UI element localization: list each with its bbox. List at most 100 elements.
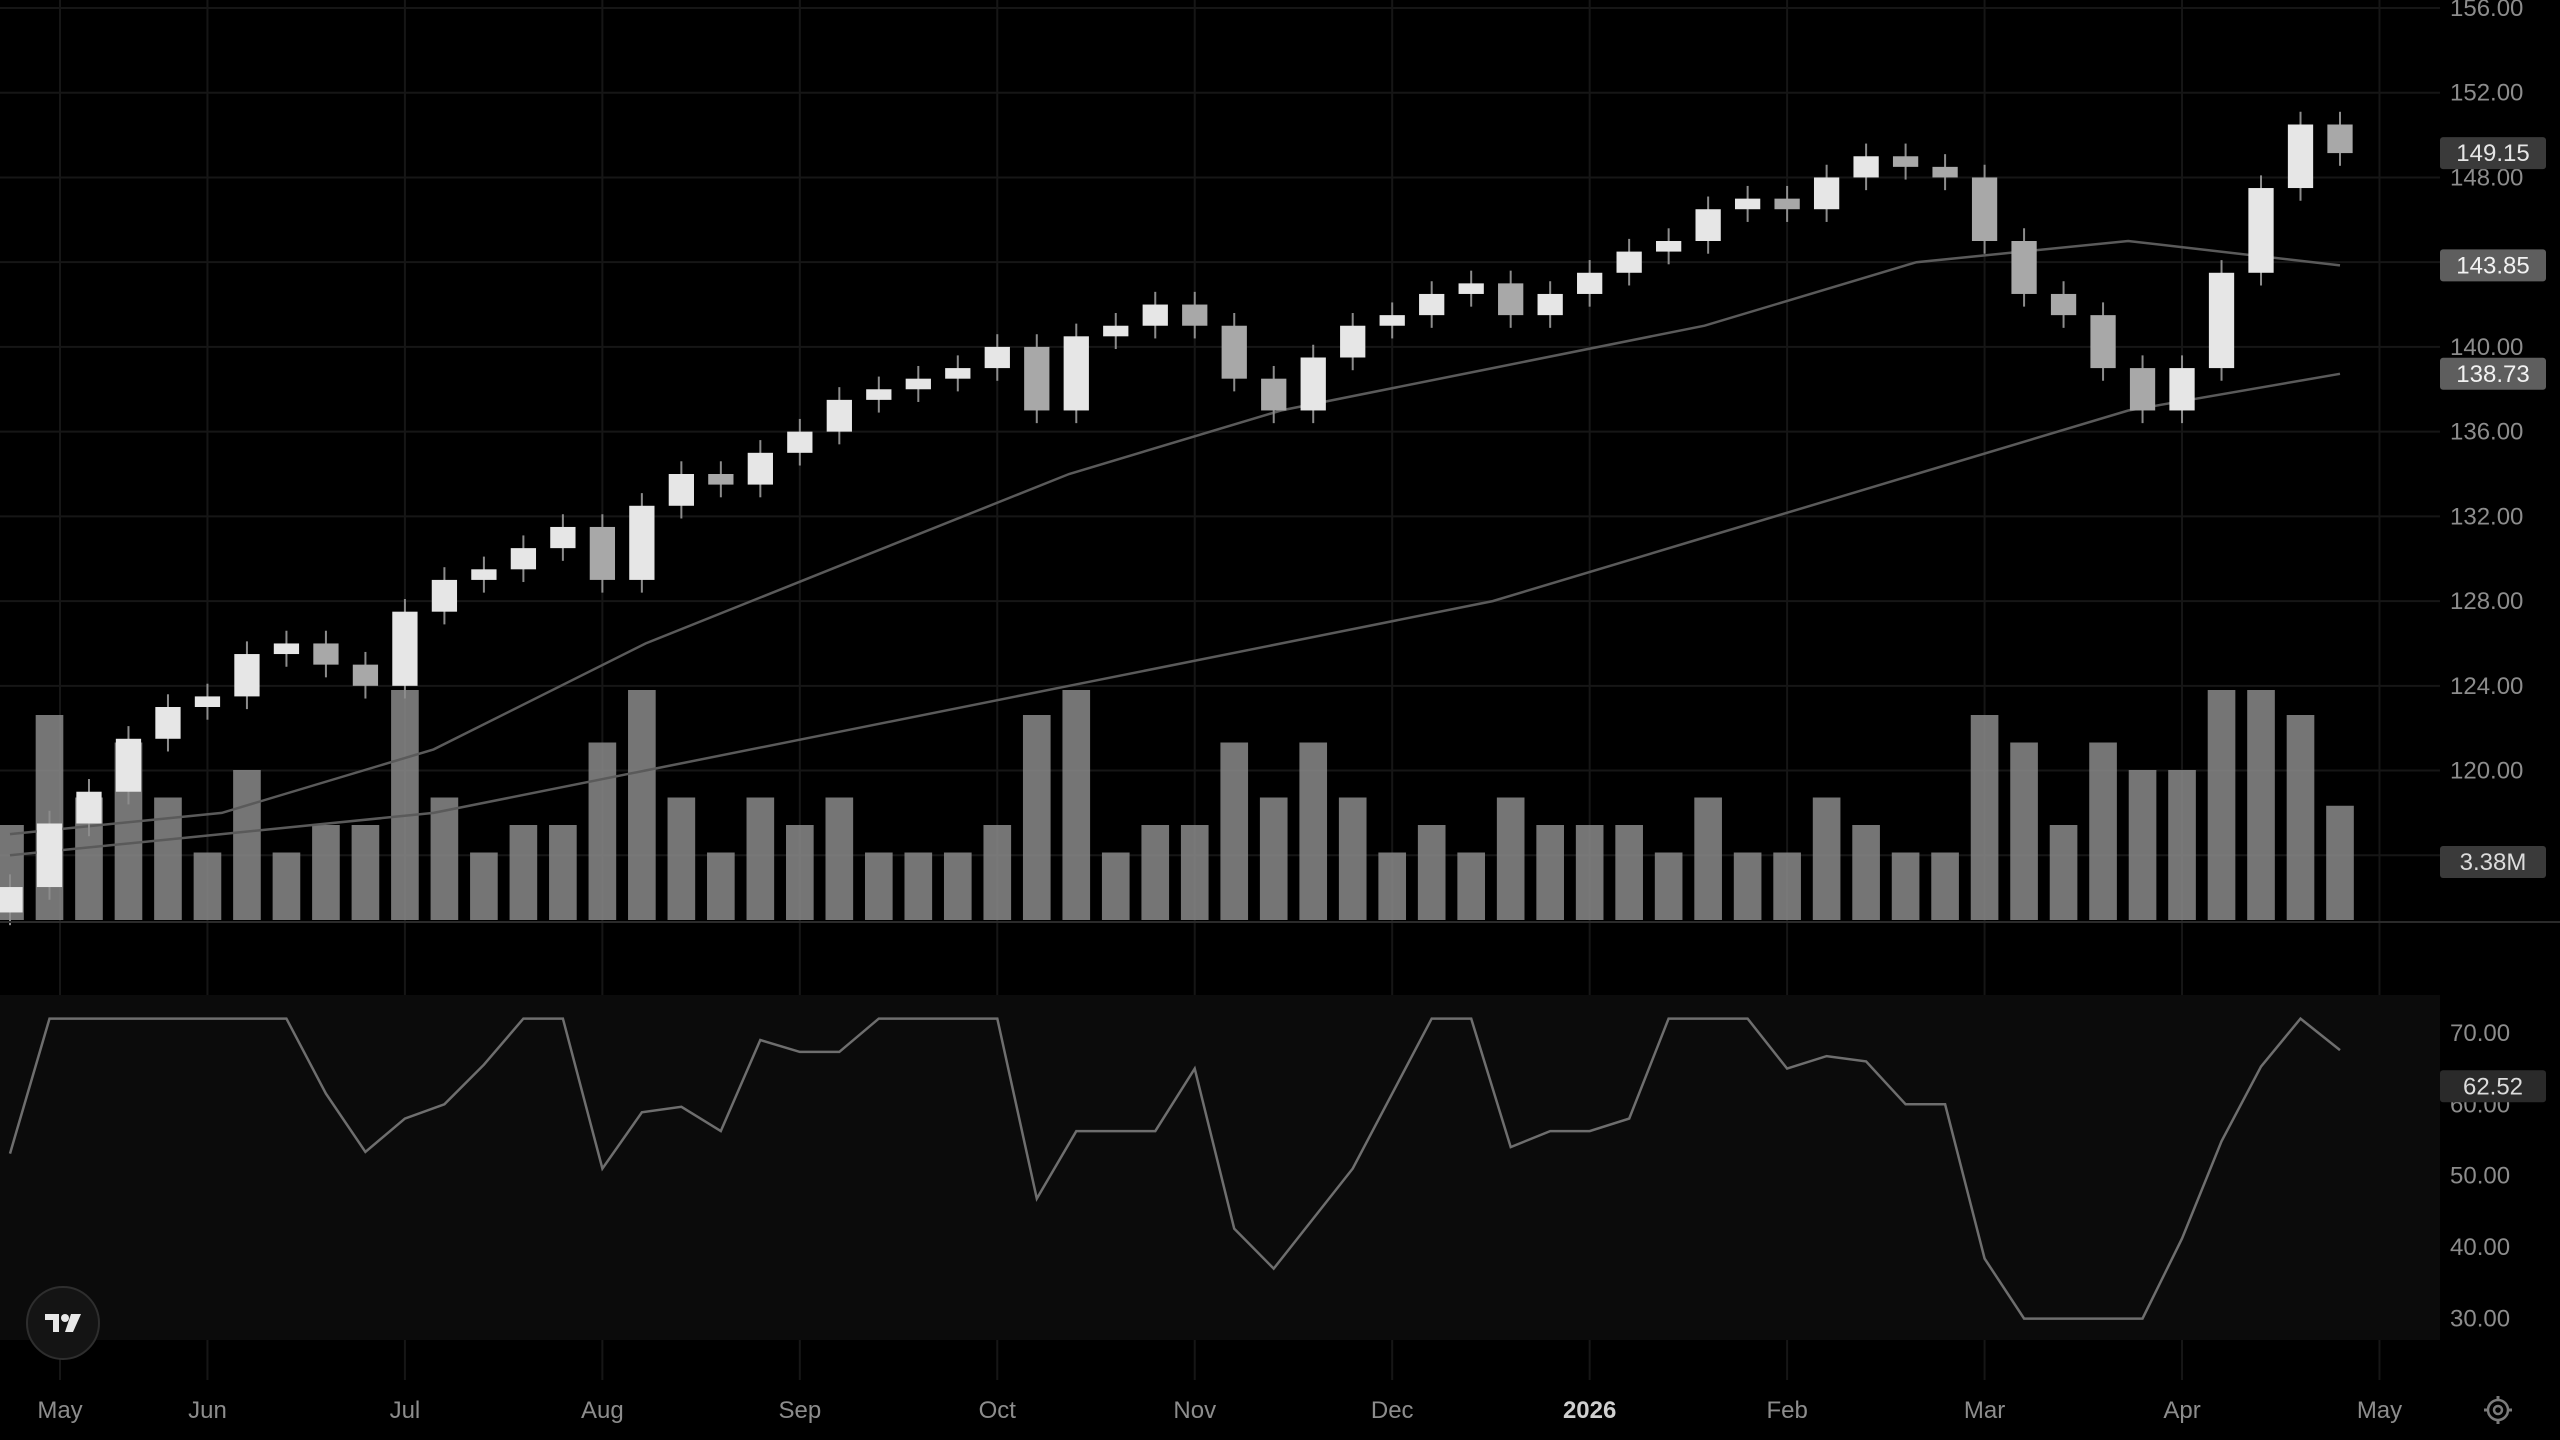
- volume-bar: [1259, 797, 1288, 920]
- candle-body: [1813, 177, 1840, 210]
- candle-body: [431, 579, 458, 612]
- price-tick-label: 120.00: [2450, 758, 2523, 785]
- tradingview-logo-icon[interactable]: [26, 1286, 100, 1360]
- candle-body: [1419, 293, 1445, 316]
- volume-bar: [391, 690, 419, 920]
- candle-body: [1103, 325, 1129, 337]
- candle-body: [273, 643, 300, 655]
- candle-body: [76, 791, 102, 824]
- candle-body: [1142, 304, 1168, 326]
- candle-body: [945, 368, 971, 379]
- candle-body: [1340, 325, 1366, 358]
- time-tick-label: May: [37, 1397, 82, 1424]
- last-price-badge: 149.15: [2440, 137, 2546, 170]
- candle-body: [1971, 177, 1998, 241]
- volume-bar: [351, 825, 380, 920]
- volume-bar: [825, 797, 854, 920]
- candle-body: [1182, 304, 1208, 326]
- ma-slow-badge-bg: [2440, 357, 2546, 390]
- time-tick-label: Jun: [188, 1397, 227, 1424]
- candle-body: [1932, 166, 1958, 178]
- candle-body: [2011, 241, 2037, 294]
- candle-body: [984, 346, 1010, 369]
- candles-layer: [0, 111, 2353, 926]
- candle-body: [194, 696, 221, 707]
- candle-body: [471, 569, 497, 580]
- candle-body: [1221, 325, 1247, 379]
- candle-body: [155, 707, 181, 739]
- candle-body: [1537, 293, 1563, 316]
- gear-icon[interactable]: [2482, 1394, 2514, 1426]
- volume-bar: [430, 797, 459, 920]
- volume-badge: 3.38M: [2440, 846, 2546, 878]
- price-tick-label: 136.00: [2450, 419, 2523, 446]
- rsi-value-badge: 62.52: [2440, 1070, 2546, 1103]
- ma-fast-badge: 143.85: [2440, 249, 2546, 282]
- volume-bar: [233, 770, 261, 920]
- last-price-badge-bg: [2440, 137, 2546, 170]
- volume-bar: [1733, 852, 1762, 920]
- candle-body: [234, 654, 260, 697]
- volume-bar: [707, 852, 735, 920]
- volume-bar: [1180, 825, 1209, 920]
- candle-body: [2248, 188, 2274, 273]
- candle-body: [1498, 283, 1524, 316]
- rsi-layer: [8, 1016, 2341, 1320]
- volume-bar: [2326, 805, 2354, 920]
- candle-body: [1734, 198, 1761, 210]
- candle-body: [1616, 251, 1642, 273]
- candle-body: [1063, 336, 1089, 411]
- ma-slow-line: [9, 372, 2341, 857]
- volume-bar: [509, 825, 538, 920]
- candle-body: [1853, 156, 1879, 178]
- time-tick-label: Feb: [1766, 1397, 1807, 1424]
- candle-body: [2090, 315, 2116, 369]
- volume-bar: [904, 852, 933, 920]
- volume-bar: [1338, 797, 1367, 920]
- volume-bar: [746, 797, 775, 920]
- volume-bar: [786, 825, 814, 920]
- volume-bar: [2207, 690, 2236, 920]
- candle-body: [2169, 368, 2195, 411]
- volume-bar: [1496, 797, 1525, 920]
- time-tick-label: Nov: [1173, 1397, 1216, 1424]
- candle-body: [2129, 368, 2156, 411]
- price-tick-label: 132.00: [2450, 503, 2523, 530]
- volume-bar: [1417, 825, 1446, 920]
- price-tick-label: 152.00: [2450, 80, 2523, 107]
- candle-body: [2208, 272, 2235, 369]
- volume-bar: [1654, 852, 1683, 920]
- volume-bar: [1220, 742, 1249, 920]
- candle-body: [313, 643, 339, 665]
- volume-bar: [1615, 825, 1643, 920]
- volume-bar: [1891, 852, 1920, 920]
- ma-slow-badge: 138.73: [2440, 357, 2546, 390]
- rsi-tick-label: 40.00: [2450, 1234, 2510, 1261]
- candle-body: [1774, 198, 1800, 210]
- volume-bar: [1299, 742, 1328, 920]
- volume-bar: [2049, 825, 2078, 920]
- candle-body: [1024, 346, 1050, 411]
- volume-bar: [2168, 770, 2196, 920]
- candle-body: [1379, 315, 1405, 326]
- candle-body: [747, 452, 773, 485]
- rsi-value-badge-bg: [2440, 1070, 2546, 1103]
- volume-bar: [470, 852, 498, 920]
- moving-average-layer: [9, 239, 2341, 857]
- candle-body: [1261, 378, 1287, 411]
- price-axis[interactable]: 156.00152.00148.00144.00140.00136.00132.…: [2450, 0, 2523, 1333]
- candle-body: [352, 664, 379, 686]
- time-tick-label: Sep: [778, 1397, 821, 1424]
- candle-body: [36, 823, 63, 888]
- candle-body: [392, 611, 418, 686]
- time-axis[interactable]: May Jun Jul Aug Sep Oct Nov Dec 2026 Feb Mar Apr May: [37, 1397, 2402, 1424]
- time-tick-label: Aug: [581, 1397, 624, 1424]
- volume-bar: [983, 825, 1012, 920]
- candle-body: [115, 738, 142, 792]
- candle-body: [1300, 357, 1326, 411]
- volume-bar: [1022, 715, 1051, 920]
- ma-fast-line: [9, 239, 2341, 836]
- time-tick-label: May: [2357, 1397, 2402, 1424]
